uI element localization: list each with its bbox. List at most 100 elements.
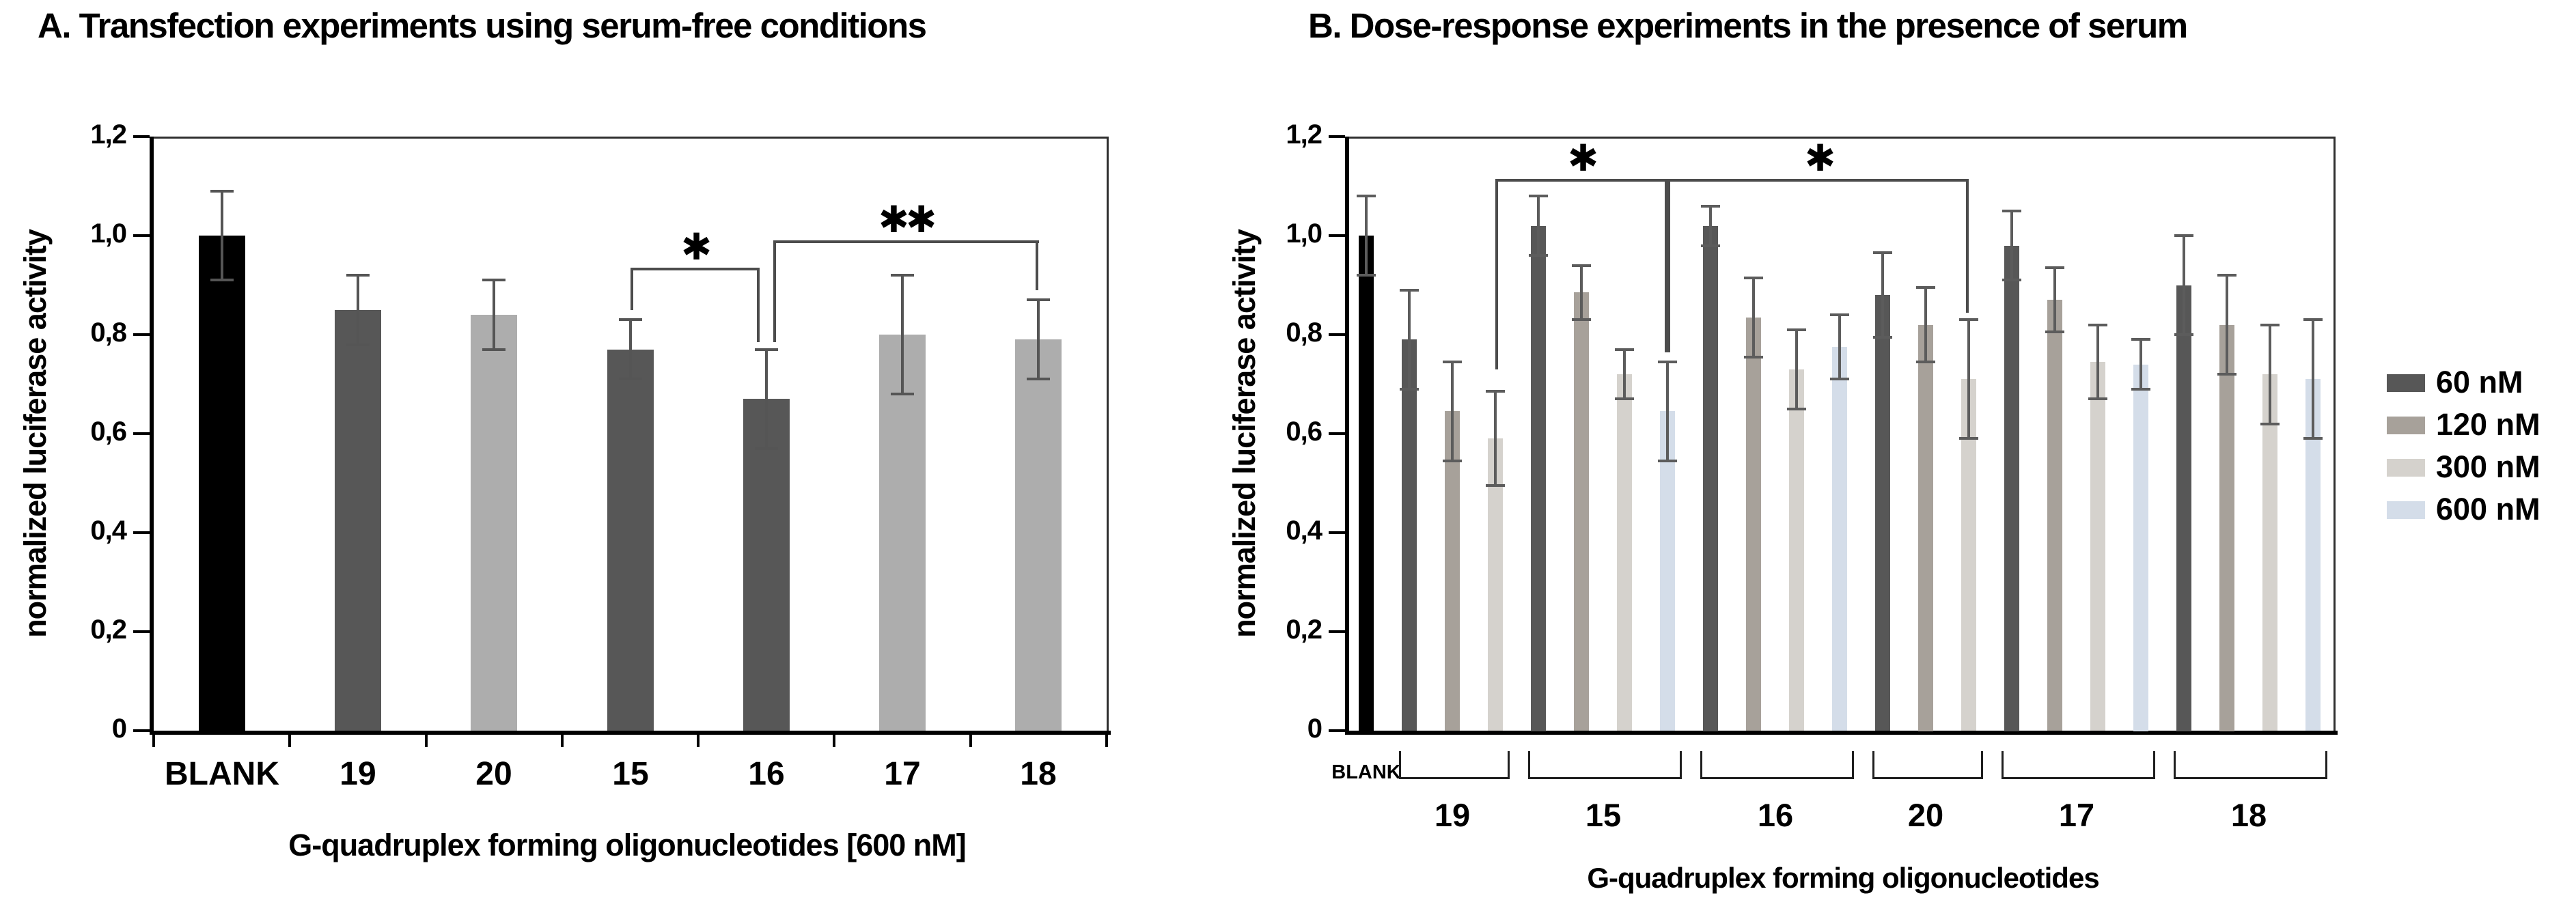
panel-b-error-bar-stem — [1709, 206, 1712, 246]
panel-b-bar — [1488, 438, 1503, 731]
panel-b-y-tick-mark — [1329, 135, 1345, 138]
panel-a-category-label: 15 — [612, 756, 649, 792]
panel-a-frame-right — [1107, 137, 1109, 731]
panel-b-y-axis — [1345, 137, 1349, 735]
panel-a-category-label: 17 — [884, 756, 921, 792]
panel-a-error-bar-cap-bottom — [891, 393, 914, 395]
panel-b-error-bar-cap-bottom — [1744, 356, 1763, 358]
panel-b-significance-drop — [1966, 179, 1969, 313]
panel-b-error-bar-stem — [1881, 253, 1884, 337]
panel-b-significance-star: ✱ — [1804, 138, 1836, 179]
panel-b-bar — [1703, 226, 1718, 731]
panel-b-error-bar-cap-bottom — [1830, 378, 1849, 380]
panel-b-significance-drop — [1667, 179, 1670, 352]
panel-a-y-axis — [150, 137, 154, 735]
panel-a-y-tick-label: 0 — [111, 714, 127, 744]
panel-a-error-bar-cap-top — [755, 348, 778, 351]
panel-b-error-bar-cap-top — [2174, 234, 2193, 237]
panel-b-frame-top — [1349, 137, 2333, 139]
panel-a-error-bar-cap-bottom — [482, 348, 505, 351]
panel-b-significance-star: ✱ — [1567, 138, 1598, 179]
panel-b-error-bar-cap-top — [1529, 195, 1548, 197]
panel-b-group-bracket — [2002, 751, 2155, 779]
panel-b-error-bar-stem — [1537, 196, 1540, 255]
panel-b-error-bar-stem — [1752, 278, 1755, 357]
panel-b-group-label: 18 — [2230, 797, 2267, 833]
panel-b-error-bar-cap-top — [1400, 289, 1419, 292]
panel-a-error-bar-cap-bottom — [210, 279, 234, 281]
panel-b-y-tick-label: 1,0 — [1286, 219, 1322, 249]
panel-b-error-bar-cap-top — [1658, 361, 1677, 363]
panel-b-bar — [1746, 318, 1761, 731]
panel-a-y-tick-mark — [133, 333, 150, 336]
panel-a-category-label: 20 — [475, 756, 512, 792]
panel-b-group-label: 19 — [1434, 797, 1471, 833]
panel-b-bar — [1789, 369, 1804, 731]
panel-b-error-bar-stem — [1580, 266, 1583, 320]
panel-b-x-axis — [1345, 731, 2338, 735]
panel-b-error-bar-stem — [1494, 391, 1497, 486]
panel-a-error-bar-cap-top — [482, 279, 505, 281]
panel-b-error-bar-cap-top — [1486, 390, 1505, 393]
panel-b-error-bar-cap-top — [1787, 328, 1806, 331]
panel-b-error-bar-cap-bottom — [1916, 361, 1935, 363]
panel-b-bar — [2004, 246, 2019, 731]
panel-b-error-bar-stem — [1967, 320, 1970, 438]
panel-b-error-bar-stem — [1666, 362, 1669, 461]
panel-a-x-tick-mark — [152, 735, 155, 747]
panel-b-error-bar-stem — [2312, 320, 2314, 438]
panel-a-error-bar-stem — [901, 275, 904, 394]
panel-b-group-label: 16 — [1757, 797, 1794, 833]
panel-b-error-bar-cap-top — [2088, 324, 2107, 326]
panel-b-error-bar-stem — [1365, 196, 1368, 275]
legend-label-d120: 120 nM — [2436, 407, 2540, 442]
legend-label-d60: 60 nM — [2436, 365, 2523, 399]
panel-b-error-bar-stem — [1795, 330, 1798, 409]
panel-b-bar — [1359, 236, 1374, 731]
panel-a-x-tick-mark — [288, 735, 291, 747]
panel-b-bar — [2133, 365, 2148, 731]
panel-b-error-bar-stem — [2139, 339, 2142, 389]
panel-a-error-bar-cap-top — [619, 318, 642, 321]
panel-b-title: B. Dose-response experiments in the pres… — [1308, 6, 2188, 45]
panel-a-bar — [335, 310, 381, 731]
panel-a-significance-line — [773, 240, 1039, 243]
panel-a-error-bar-stem — [221, 191, 223, 281]
panel-b-bar — [1832, 347, 1847, 731]
panel-a-error-bar-cap-bottom — [1027, 378, 1050, 380]
panel-b-error-bar-cap-top — [1572, 264, 1591, 267]
panel-b-bar — [1531, 226, 1546, 731]
panel-a-x-axis-label: G-quadruplex forming oligonucleotides [6… — [288, 828, 967, 862]
panel-b-error-bar-cap-top — [2002, 210, 2021, 212]
panel-b-error-bar-cap-top — [1959, 318, 1978, 321]
panel-b-y-tick-mark — [1329, 531, 1345, 534]
panel-b-error-bar-stem — [1838, 315, 1841, 379]
legend-swatch-d60 — [2387, 374, 2425, 392]
panel-b-error-bar-cap-top — [2303, 318, 2323, 321]
panel-b-bar — [2219, 325, 2234, 731]
panel-b-y-tick-label: 0,4 — [1286, 516, 1322, 546]
panel-a-significance-line — [631, 268, 760, 270]
panel-b-y-tick-label: 0,6 — [1286, 417, 1322, 447]
panel-b-group-bracket — [2174, 751, 2327, 779]
panel-b-bar — [2176, 285, 2191, 731]
panel-b-significance-drop — [1495, 179, 1498, 369]
panel-a-error-bar-cap-bottom — [619, 378, 642, 380]
panel-b-bar — [1961, 379, 1976, 731]
panel-a-bar — [743, 399, 790, 731]
panel-a-bar — [199, 236, 245, 731]
panel-b-bar — [2305, 379, 2321, 731]
panel-a-error-bar-stem — [357, 275, 359, 345]
panel-a-x-tick-mark — [969, 735, 972, 747]
panel-b-bar — [1875, 295, 1890, 731]
panel-b-error-bar-cap-bottom — [2174, 333, 2193, 336]
panel-a-error-bar-cap-top — [891, 274, 914, 277]
panel-a-frame-top — [154, 137, 1107, 139]
panel-b-bar — [1574, 292, 1589, 731]
panel-b-significance-drop — [1665, 179, 1667, 352]
panel-b-y-tick-mark — [1329, 729, 1345, 732]
legend-swatch-d300 — [2387, 459, 2425, 477]
panel-b-error-bar-cap-bottom — [2088, 397, 2107, 400]
panel-b-error-bar-cap-bottom — [1572, 318, 1591, 321]
